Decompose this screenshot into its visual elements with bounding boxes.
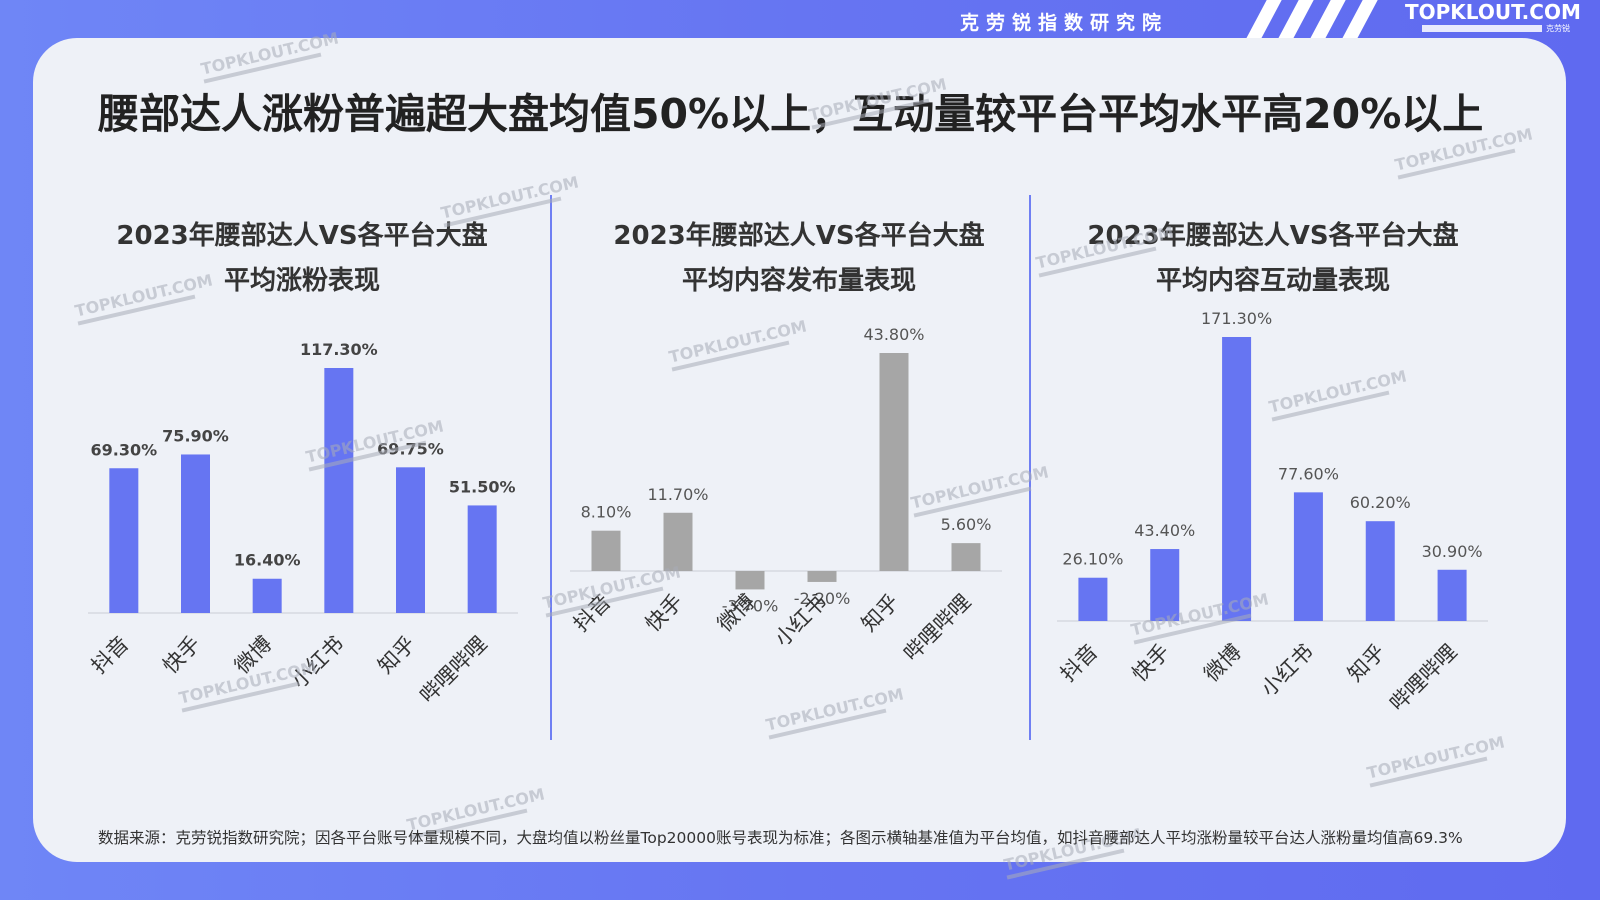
- page-title: 腰部达人涨粉普遍超大盘均值50%以上，互动量较平台平均水平高20%以上: [98, 90, 1484, 138]
- chart-category-label: 微博: [1199, 640, 1246, 687]
- chart-1-title-line1: 2023年腰部达人VS各平台大盘: [116, 221, 488, 251]
- chart-2-title-line1: 2023年腰部达人VS各平台大盘: [613, 221, 985, 251]
- chart-data-label: 75.90%: [162, 426, 229, 445]
- chart-data-label: 43.40%: [1134, 521, 1195, 540]
- chart-category-label: 哔哩哔哩: [415, 632, 491, 708]
- topklout-logo[interactable]: TOPKLOUT.COM 克劳锐: [1405, 0, 1581, 34]
- chart-data-label: 77.60%: [1278, 464, 1339, 483]
- chart-bar: [951, 543, 981, 571]
- chart-3-title: 2023年腰部达人VS各平台大盘 平均内容互动量表现: [1033, 214, 1513, 304]
- chart-1-title: 2023年腰部达人VS各平台大盘 平均涨粉表现: [62, 214, 542, 304]
- chart-bar: [252, 578, 282, 613]
- chart-bar: [807, 571, 837, 582]
- chart-data-label: -2.20%: [794, 589, 851, 608]
- chart-data-label: 26.10%: [1062, 550, 1123, 569]
- chart-data-label: 16.40%: [234, 551, 301, 570]
- chart-bar: [1078, 577, 1108, 621]
- chart-3: 26.10% 抖音 43.40% 快手 171.30% 微博 77.60% 小红书 60.20%…: [1056, 309, 1488, 716]
- chart-bar: [735, 571, 765, 590]
- chart-bar: [396, 467, 425, 613]
- logo-text: TOPKLOUT.COM: [1405, 0, 1581, 24]
- chart-bar: [324, 368, 354, 613]
- chart-bar: [467, 505, 497, 613]
- chart-3-title-line2: 平均内容互动量表现: [1155, 266, 1390, 296]
- chart-divider-2: [1029, 195, 1031, 740]
- chart-data-label: 5.60%: [941, 515, 992, 534]
- chart-category-label: 抖音: [1056, 640, 1103, 687]
- chart-data-label: 11.70%: [647, 485, 708, 504]
- chart-data-label: -3.70%: [722, 596, 779, 615]
- chart-category-label: 小红书: [1256, 640, 1318, 702]
- chart-category-label: 快手: [158, 632, 205, 679]
- chart-data-label: 69.75%: [377, 439, 444, 458]
- chart-data-label: 30.90%: [1422, 542, 1483, 561]
- data-source-footnote: 数据来源：克劳锐指数研究院；因各平台账号体量规模不同，大盘均值以粉丝量Top20…: [98, 829, 1463, 847]
- chart-divider-1: [550, 195, 552, 740]
- chart-data-label: 171.30%: [1201, 309, 1272, 328]
- chart-bar: [1150, 549, 1180, 621]
- chart-bar: [109, 468, 139, 613]
- chart-bar: [181, 454, 210, 613]
- chart-data-label: 69.30%: [91, 440, 158, 459]
- chart-category-label: 知乎: [373, 632, 420, 679]
- chart-category-label: 抖音: [87, 632, 134, 679]
- chart-bar: [1365, 521, 1395, 621]
- chart-category-label: 知乎: [1343, 640, 1390, 687]
- chart-category-label: 哔哩哔哩: [1385, 640, 1461, 716]
- content-card: [33, 38, 1566, 862]
- chart-data-label: 8.10%: [581, 503, 632, 522]
- chart-bar: [879, 353, 909, 571]
- chart-data-label: 43.80%: [863, 325, 924, 344]
- chart-data-label: 51.50%: [449, 477, 516, 496]
- chart-bar: [591, 530, 621, 571]
- chart-bar: [1437, 569, 1467, 621]
- chart-2-title-line2: 平均内容发布量表现: [681, 266, 916, 296]
- chart-bar: [1293, 492, 1323, 621]
- chart-1-title-line2: 平均涨粉表现: [223, 266, 380, 296]
- logo-subtext: 克劳锐: [1546, 24, 1570, 33]
- chart-3-title-line1: 2023年腰部达人VS各平台大盘: [1087, 221, 1459, 251]
- chart-data-label: 117.30%: [300, 340, 378, 359]
- chart-category-label: 知乎: [857, 590, 904, 637]
- chart-category-label: 快手: [1128, 640, 1175, 687]
- chart-data-label: 60.20%: [1350, 493, 1411, 512]
- chart-2-title: 2023年腰部达人VS各平台大盘 平均内容发布量表现: [559, 214, 1039, 304]
- brand-title: 克劳锐指数研究院: [960, 12, 1169, 34]
- logo-underline: [1422, 25, 1542, 32]
- chart-bar: [1222, 337, 1252, 621]
- chart-1: 69.30%抖音75.90%快手16.40%微博117.30%小红书69.75%…: [87, 340, 518, 708]
- chart-bar: [663, 512, 693, 571]
- chart-category-label: 快手: [641, 590, 688, 637]
- chart-category-label: 哔哩哔哩: [899, 590, 975, 666]
